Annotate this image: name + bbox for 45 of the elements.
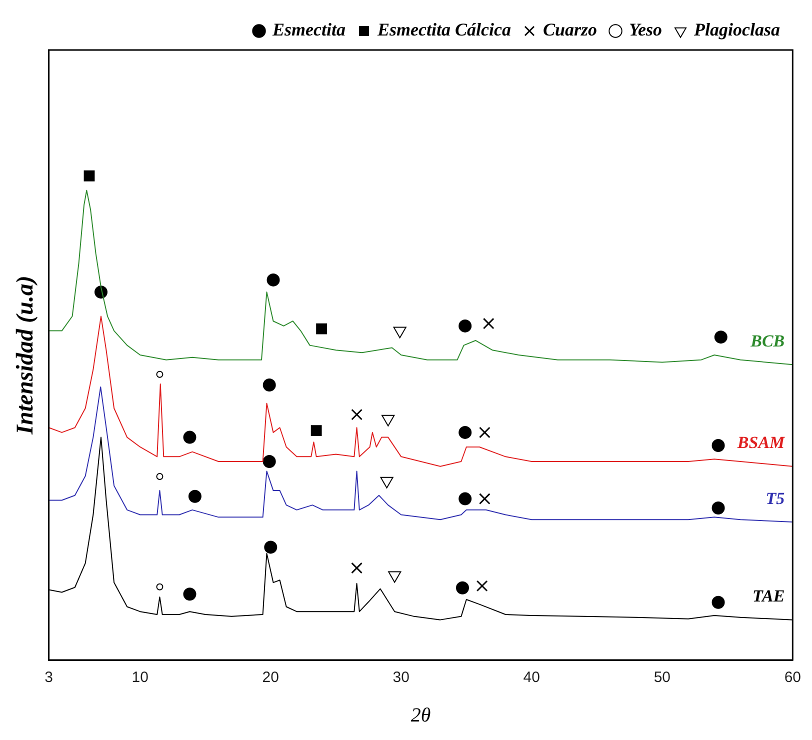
x-tick-label: 20 [262, 669, 279, 686]
x-axis-title: 2θ [410, 704, 431, 726]
series-label: BCB [750, 332, 785, 351]
point [156, 583, 164, 590]
legend-label: Cuarzo [542, 20, 598, 40]
point [262, 378, 276, 392]
series-label: T5 [766, 488, 786, 508]
x-tick-label: 3 [44, 669, 53, 686]
point [482, 318, 494, 330]
point [478, 493, 490, 504]
point [84, 170, 95, 182]
x-tick-label: 30 [392, 669, 410, 686]
legend-label: Esmectita [272, 20, 346, 40]
x-tick-label: 40 [523, 669, 540, 686]
point [188, 490, 202, 503]
legend-label: Plagioclasa [693, 20, 780, 40]
point [478, 426, 490, 438]
point [712, 596, 725, 609]
point [262, 455, 276, 468]
point [714, 330, 728, 344]
point [351, 562, 362, 574]
y-axis-title: Intensidad (u.a) [12, 276, 39, 436]
point [712, 501, 725, 514]
point [351, 408, 362, 420]
point [310, 425, 322, 436]
point [156, 473, 164, 480]
point [712, 439, 725, 452]
point [316, 323, 327, 334]
point [183, 588, 196, 601]
point [458, 319, 472, 332]
series-label: BSAM [736, 433, 786, 452]
legend-label: Esmectita Cálcica [376, 20, 511, 40]
point [264, 540, 278, 554]
point [183, 430, 196, 444]
point [476, 580, 488, 592]
x-tick-label: 60 [784, 669, 801, 686]
legend-label: Yeso [629, 20, 662, 40]
series-label: TAE [752, 586, 785, 606]
point [458, 426, 472, 439]
point [156, 370, 164, 378]
point [458, 492, 472, 506]
x-tick-label: 10 [132, 669, 148, 686]
point [456, 581, 469, 594]
x-tick-label: 50 [654, 669, 670, 686]
point [266, 273, 280, 286]
